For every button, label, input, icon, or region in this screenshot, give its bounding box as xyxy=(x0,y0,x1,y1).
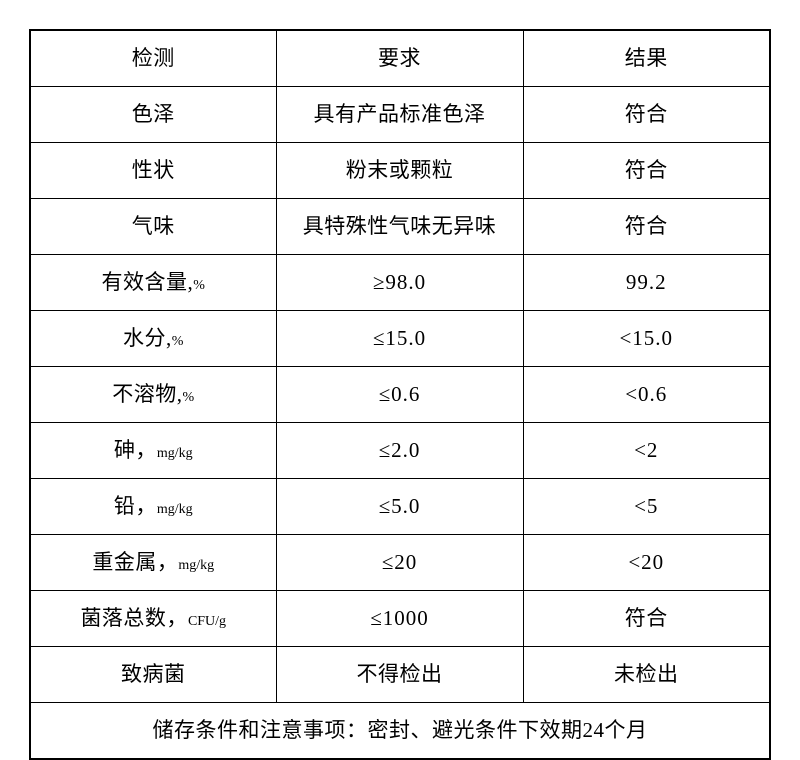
cell-requirement-text: 具特殊性气味无异味 xyxy=(302,214,497,239)
header-requirement-text: 要求 xyxy=(378,46,421,71)
header-item: 检测 xyxy=(29,29,277,87)
cell-item: 性状 xyxy=(29,142,277,199)
cell-requirement: 不得检出 xyxy=(275,646,524,703)
cell-item-unit: % xyxy=(182,390,195,406)
cell-item-text: 致病菌 xyxy=(121,662,186,687)
cell-requirement-text: 不得检出 xyxy=(356,662,443,687)
cell-result-text: 符合 xyxy=(624,102,668,127)
cell-requirement: ≤2.0 xyxy=(275,422,524,479)
cell-item-unit: % xyxy=(193,278,205,294)
cell-item-text: 色泽 xyxy=(131,102,175,127)
cell-requirement-text: ≤2.0 xyxy=(378,438,421,463)
cell-result-text: <2 xyxy=(634,438,659,463)
cell-item-text: 砷， xyxy=(113,438,157,463)
cell-requirement: ≤5.0 xyxy=(275,478,524,535)
cell-item-text: 气味 xyxy=(131,214,175,239)
cell-item-text: 水分, xyxy=(123,326,172,351)
cell-requirement-text: ≤1000 xyxy=(370,606,429,631)
cell-requirement: ≥98.0 xyxy=(275,254,524,311)
table-row: 重金属，mg/kg ≤20 <20 xyxy=(29,534,771,591)
cell-item: 铅，mg/kg xyxy=(29,478,277,535)
cell-item: 气味 xyxy=(29,198,277,255)
cell-result: <20 xyxy=(522,534,771,591)
footer-note: 储存条件和注意事项：密封、避光条件下效期24个月 xyxy=(29,702,771,760)
table-row: 色泽 具有产品标准色泽 符合 xyxy=(29,86,771,143)
cell-item-unit: mg/kg xyxy=(178,558,215,574)
table-row: 性状 粉末或颗粒 符合 xyxy=(29,142,771,199)
cell-result: <15.0 xyxy=(522,310,771,367)
cell-result-text: 未检出 xyxy=(614,662,679,687)
cell-requirement: ≤15.0 xyxy=(275,310,524,367)
header-result-text: 结果 xyxy=(624,46,668,71)
cell-result-text: 符合 xyxy=(624,214,668,239)
table-row: 铅，mg/kg ≤5.0 <5 xyxy=(29,478,771,535)
cell-requirement: ≤20 xyxy=(275,534,524,591)
cell-item-text: 重金属， xyxy=(92,550,179,575)
cell-result: <2 xyxy=(522,422,771,479)
cell-result: <5 xyxy=(522,478,771,535)
cell-item: 砷，mg/kg xyxy=(29,422,277,479)
header-item-text: 检测 xyxy=(131,46,175,71)
cell-requirement: ≤1000 xyxy=(275,590,524,647)
table-footer-row: 储存条件和注意事项：密封、避光条件下效期24个月 xyxy=(29,702,771,760)
cell-requirement: 粉末或颗粒 xyxy=(275,142,524,199)
cell-requirement-text: ≤15.0 xyxy=(372,326,427,351)
cell-item-text: 不溶物, xyxy=(112,382,183,407)
table-body: 检测 要求 结果 色泽 具有产品标准色泽 符合 性状 粉末或颗粒 符合 气味 具特殊性气味无异味 符合… xyxy=(29,29,771,760)
cell-item-text: 有效含量, xyxy=(101,270,194,295)
table-row: 菌落总数，CFU/g ≤1000 符合 xyxy=(29,590,771,647)
cell-result: 符合 xyxy=(522,86,771,143)
cell-requirement-text: ≤20 xyxy=(381,550,418,575)
table-row: 致病菌 不得检出 未检出 xyxy=(29,646,771,703)
cell-item: 有效含量,% xyxy=(29,254,277,311)
cell-requirement-text: ≤0.6 xyxy=(378,382,421,407)
cell-result: 99.2 xyxy=(522,254,771,311)
cell-item-text: 性状 xyxy=(131,158,175,183)
cell-item: 致病菌 xyxy=(29,646,277,703)
cell-requirement: 具特殊性气味无异味 xyxy=(275,198,524,255)
cell-result-text: <0.6 xyxy=(625,382,668,407)
cell-item: 色泽 xyxy=(29,86,277,143)
cell-result-text: <15.0 xyxy=(619,326,674,351)
cell-result: 符合 xyxy=(522,198,771,255)
cell-item: 重金属，mg/kg xyxy=(29,534,277,591)
cell-requirement: 具有产品标准色泽 xyxy=(275,86,524,143)
header-requirement: 要求 xyxy=(275,29,524,87)
cell-requirement-text: ≥98.0 xyxy=(372,270,427,295)
cell-result: 符合 xyxy=(522,590,771,647)
cell-item-unit: mg/kg xyxy=(156,502,193,518)
cell-result-text: 符合 xyxy=(624,158,668,183)
cell-result: 符合 xyxy=(522,142,771,199)
cell-item-unit: CFU/g xyxy=(187,614,227,630)
cell-requirement-text: 具有产品标准色泽 xyxy=(313,102,486,127)
cell-requirement-text: ≤5.0 xyxy=(378,494,421,519)
table-row: 砷，mg/kg ≤2.0 <2 xyxy=(29,422,771,479)
cell-result-text: 99.2 xyxy=(625,270,667,295)
cell-item-text: 菌落总数， xyxy=(80,606,188,631)
cell-item: 水分,% xyxy=(29,310,277,367)
cell-item-text: 铅， xyxy=(113,494,157,519)
specification-table: 检测 要求 结果 色泽 具有产品标准色泽 符合 性状 粉末或颗粒 符合 气味 具特殊性气味无异味 符合… xyxy=(29,29,771,760)
cell-result: <0.6 xyxy=(522,366,771,423)
cell-item: 不溶物,% xyxy=(29,366,277,423)
table-header-row: 检测 要求 结果 xyxy=(29,29,771,87)
table-row: 气味 具特殊性气味无异味 符合 xyxy=(29,198,771,255)
cell-result: 未检出 xyxy=(522,646,771,703)
header-result: 结果 xyxy=(522,29,771,87)
cell-result-text: <20 xyxy=(628,550,665,575)
table-row: 水分,% ≤15.0 <15.0 xyxy=(29,310,771,367)
footer-note-text: 储存条件和注意事项：密封、避光条件下效期24个月 xyxy=(152,718,648,743)
cell-item: 菌落总数，CFU/g xyxy=(29,590,277,647)
cell-result-text: <5 xyxy=(634,494,659,519)
table-row: 有效含量,% ≥98.0 99.2 xyxy=(29,254,771,311)
cell-requirement: ≤0.6 xyxy=(275,366,524,423)
cell-result-text: 符合 xyxy=(624,606,668,631)
cell-item-unit: % xyxy=(171,334,184,350)
cell-requirement-text: 粉末或颗粒 xyxy=(345,158,454,183)
table-row: 不溶物,% ≤0.6 <0.6 xyxy=(29,366,771,423)
cell-item-unit: mg/kg xyxy=(156,446,193,462)
